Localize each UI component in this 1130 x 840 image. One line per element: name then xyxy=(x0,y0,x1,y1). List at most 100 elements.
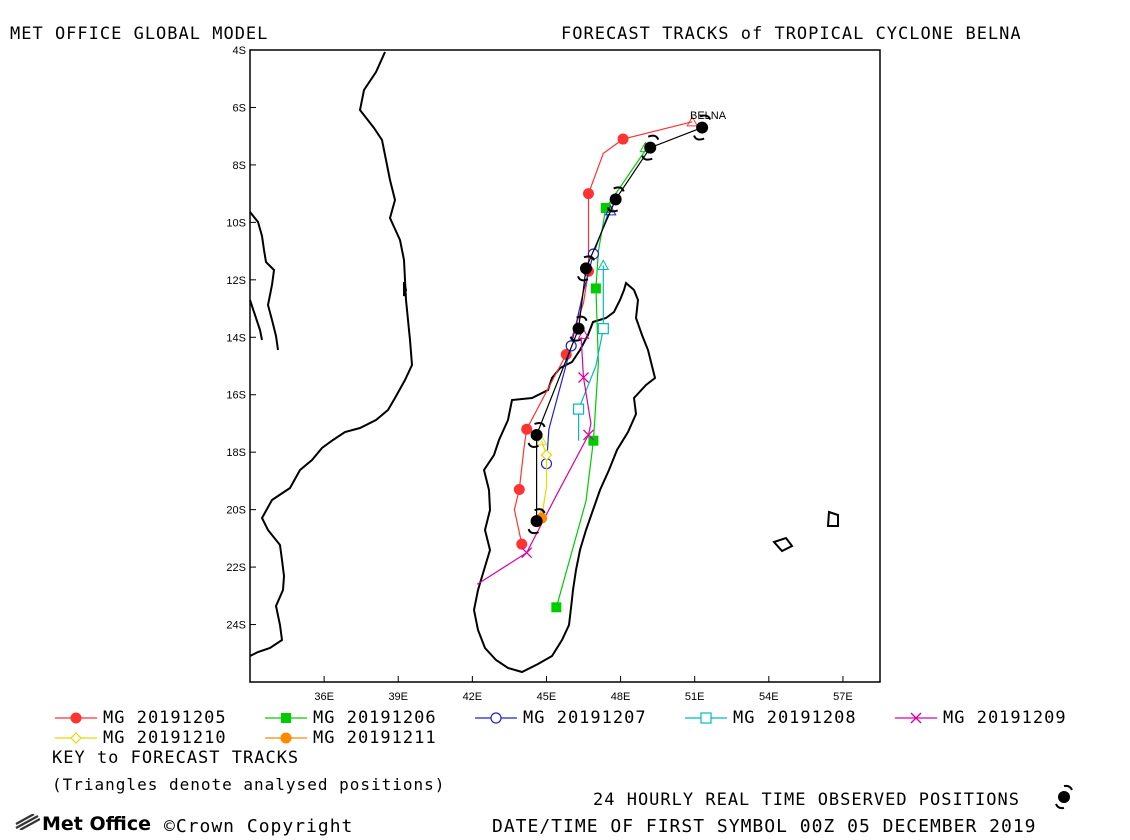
track-point xyxy=(617,133,629,145)
lon-tick-label: 54E xyxy=(759,691,779,700)
legend-swatch xyxy=(895,712,937,724)
track-point xyxy=(551,602,562,613)
track-point xyxy=(700,712,712,724)
track-line xyxy=(540,440,548,519)
track-line xyxy=(545,213,609,464)
lat-tick-label: 10S xyxy=(226,217,246,229)
track-map: 4S 6S 8S 10S 12S 14S 16S 18S 20S 22S 24S 36E 39E 42E 4… xyxy=(226,45,881,700)
track-line xyxy=(555,150,646,608)
track-point xyxy=(490,712,502,724)
cyclone-symbol-icon xyxy=(1055,784,1073,810)
lat-tick-label: 6S xyxy=(233,102,246,114)
legend-swatch xyxy=(265,732,307,744)
mozambique-coastline xyxy=(249,211,279,351)
legend-label: MG 20191211 xyxy=(313,728,437,748)
analysed-triangle xyxy=(686,115,699,127)
legend-label: MG 20191207 xyxy=(523,708,647,728)
track-point xyxy=(600,203,611,213)
legend-swatch xyxy=(475,712,517,724)
comoros-island xyxy=(403,281,408,297)
track-point xyxy=(588,435,599,446)
lon-tick-label: 42E xyxy=(463,691,483,700)
track-point xyxy=(583,429,594,441)
lat-tick-label: 12S xyxy=(226,275,246,287)
legend-item: MG 20191205 xyxy=(55,708,227,728)
legend-item: MG 20191210 xyxy=(55,728,227,748)
track-mg-20191208 xyxy=(572,265,609,441)
track-point xyxy=(280,732,292,744)
forecast-tracks xyxy=(476,115,699,613)
track-point xyxy=(281,713,291,723)
track-point xyxy=(910,712,922,724)
track-point xyxy=(70,712,82,724)
track-point xyxy=(597,323,609,335)
reunion-island xyxy=(772,536,794,553)
brand-name: Met Office xyxy=(42,813,151,835)
lat-tick-label: 24S xyxy=(226,620,246,632)
copyright-text: ©Crown Copyright xyxy=(164,816,354,837)
lon-tick-label: 39E xyxy=(388,691,408,700)
key-note: (Triangles denote analysed positions) xyxy=(52,775,446,794)
coastlines xyxy=(249,51,839,674)
observed-positions xyxy=(527,114,712,535)
cyclone-symbol-icon xyxy=(527,421,546,448)
track-point xyxy=(521,547,533,559)
lat-tick-label: 20S xyxy=(226,505,246,517)
observed-label: 24 HOURLY REAL TIME OBSERVED POSITIONS xyxy=(593,790,1020,810)
track-point xyxy=(572,403,585,415)
lon-tick-label: 36E xyxy=(314,691,334,700)
key-title: KEY to FORECAST TRACKS xyxy=(52,748,300,768)
track-line xyxy=(578,265,604,441)
track-point xyxy=(590,283,601,294)
legend-label: MG 20191210 xyxy=(103,728,227,748)
mauritius-island xyxy=(826,510,839,527)
legend-label: MG 20191208 xyxy=(733,708,857,728)
track-point xyxy=(578,372,589,383)
first-symbol-datetime: DATE/TIME OF FIRST SYMBOL 00Z 05 DECEMBE… xyxy=(492,816,1037,837)
track-point xyxy=(540,449,553,461)
lat-tick-label: 4S xyxy=(233,45,246,57)
lat-tick-label: 16S xyxy=(226,390,246,402)
chart-title: FORECAST TRACKS of TROPICAL CYCLONE BELN… xyxy=(561,24,1022,44)
track-line xyxy=(476,337,592,585)
track-point xyxy=(516,538,528,550)
africa-coastline xyxy=(249,51,414,657)
legend-item: MG 20191206 xyxy=(265,708,437,728)
analysed-triangle xyxy=(597,259,610,270)
track-point xyxy=(521,423,533,435)
legend-item: MG 20191211 xyxy=(265,728,437,748)
met-office-brand[interactable]: Met Office xyxy=(14,813,151,835)
storm-name-label: BELNA xyxy=(690,110,727,122)
track-point xyxy=(513,484,525,496)
lat-tick-label: 14S xyxy=(226,332,246,344)
madagascar-coastline xyxy=(472,281,657,674)
lon-tick-label: 45E xyxy=(537,691,557,700)
cyclone-symbol-icon xyxy=(527,508,546,535)
lon-tick-label: 48E xyxy=(611,691,631,700)
legend-label: MG 20191205 xyxy=(103,708,227,728)
track-point xyxy=(70,732,82,744)
lat-tick-label: 8S xyxy=(233,160,246,172)
cyclone-symbol-icon xyxy=(577,255,595,282)
mozambique-coastline-2 xyxy=(249,299,263,341)
legend-item: MG 20191208 xyxy=(685,708,857,728)
plot-frame xyxy=(249,49,881,683)
cyclone-symbol-icon xyxy=(693,114,712,141)
met-office-logo-icon xyxy=(14,813,42,835)
axis-ticks: 4S 6S 8S 10S 12S 14S 16S 18S 20S 22S 24S 36E 39E 42E 4… xyxy=(226,45,852,700)
legend-label: MG 20191209 xyxy=(943,708,1067,728)
track-mg-20191206 xyxy=(551,150,646,613)
legend-item: MG 20191209 xyxy=(895,708,1067,728)
lat-tick-label: 22S xyxy=(226,562,246,574)
cyclone-symbol-icon xyxy=(569,315,588,342)
legend-swatch xyxy=(55,712,97,724)
lon-tick-label: 51E xyxy=(685,691,705,700)
legend-swatch xyxy=(685,712,727,724)
legend-item: MG 20191207 xyxy=(475,708,647,728)
cyclone-symbol-icon xyxy=(606,186,625,213)
legend-swatch xyxy=(55,732,97,744)
legend-swatch xyxy=(265,713,307,723)
track-mg-20191209 xyxy=(476,337,594,585)
lat-tick-label: 18S xyxy=(226,447,246,459)
model-title: MET OFFICE GLOBAL MODEL xyxy=(10,24,269,44)
